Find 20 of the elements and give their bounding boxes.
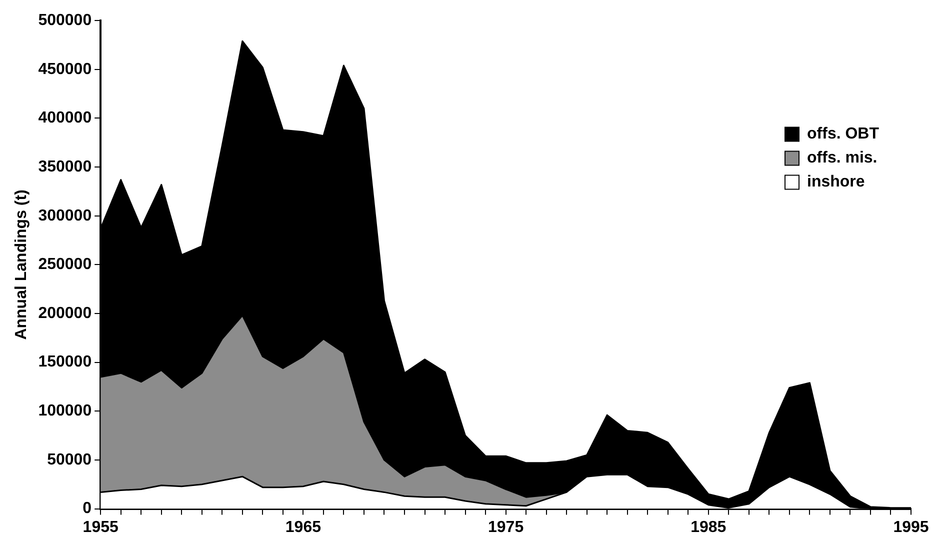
legend-label: inshore [807, 174, 865, 191]
y-tick-label: 300000 [38, 207, 92, 224]
y-tick-label: 200000 [38, 304, 92, 322]
legend-label: offs. OBT [807, 126, 880, 143]
y-tick-label: 100000 [38, 402, 92, 420]
y-tick-label: 250000 [38, 256, 92, 274]
x-tick-label: 1965 [285, 518, 322, 536]
y-tick-label: 450000 [38, 60, 92, 78]
x-tick-label: 1975 [488, 518, 524, 536]
y-tick-label: 350000 [38, 158, 92, 176]
y-tick-label: 50000 [47, 451, 92, 468]
y-tick-label: 150000 [38, 354, 92, 371]
x-tick-label: 1985 [690, 518, 726, 536]
y-tick-label: 0 [82, 500, 92, 518]
legend-label: offs. mis. [807, 150, 878, 167]
y-tick-label: 500000 [38, 12, 92, 30]
x-tick-label: 1955 [82, 518, 118, 536]
y-tick-label: 400000 [38, 110, 92, 127]
x-tick-label: 1995 [893, 518, 929, 536]
y-axis-title: Annual Landings (t) [13, 190, 30, 340]
